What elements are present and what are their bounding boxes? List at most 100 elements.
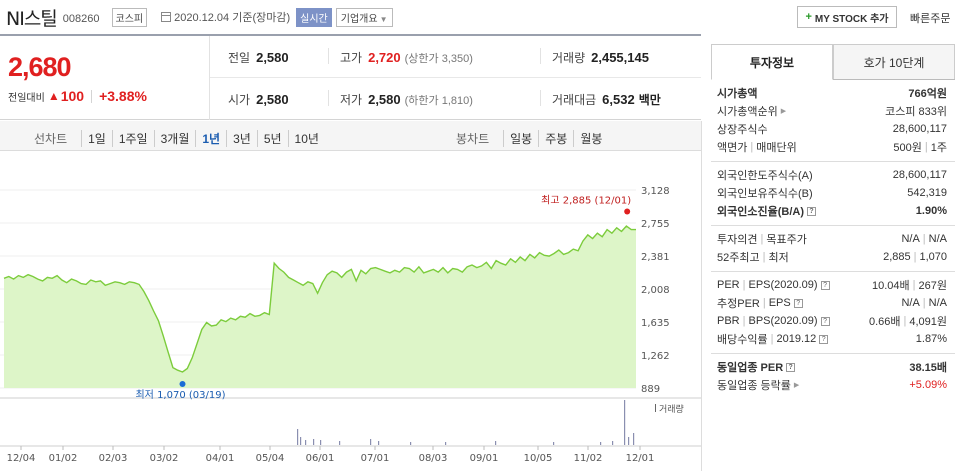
tab-daily[interactable]: 일봉: [503, 130, 538, 147]
change-value: 100: [60, 88, 85, 104]
summary-grid: 전일 2,580 고가 2,720 (상한가 3,350) 거래량 2,455,…: [210, 36, 701, 120]
x-tick-label: 04/01: [206, 453, 235, 464]
prev-close-value: 2,580: [256, 50, 289, 65]
x-tick-label: 02/03: [99, 453, 128, 464]
chevron-down-icon: ▼: [379, 14, 388, 24]
volume-bar: [410, 442, 412, 445]
unit-label: 매매단위: [756, 142, 797, 154]
line-chart-title: 선차트: [34, 132, 68, 146]
price-chart: 3,128 2,755 2,381 2,008 1,635 1,262 889 12/04 0…: [0, 152, 701, 471]
volume-bar: [445, 442, 447, 445]
row-cap-rank: 시가총액순위 ▶ 코스피 833위: [711, 102, 955, 120]
cell-divider: [540, 48, 541, 64]
realtime-button[interactable]: 실시간: [296, 7, 332, 27]
row-shares: 상장주식수 28,600,117: [711, 120, 955, 138]
foreign-limit-label: 외국인한도주식수(A): [717, 170, 813, 182]
change-label: 전일대비: [8, 92, 45, 104]
volume-bar: [339, 441, 341, 445]
current-price: 2,680: [8, 52, 72, 82]
week52-low-label: 최저: [768, 252, 789, 264]
cap-rank-value: 코스피 833위: [885, 106, 947, 118]
high-marker: [624, 208, 631, 215]
volume-bar: [600, 442, 602, 445]
open-label: 시가: [228, 93, 251, 107]
section-sector: 동일업종 PER? 38.15배 동일업종 등락률 ▶ +5.09%: [711, 354, 955, 399]
change-row: 전일대비 ▲ 100 +3.88%: [8, 88, 147, 104]
cell-divider: [328, 90, 329, 106]
row-foreign-hold: 외국인보유주식수(B) 542,319: [711, 184, 955, 202]
volume-bar: [633, 433, 635, 445]
add-mystock-label: MY STOCK 추가: [814, 13, 889, 25]
x-tick-label: 07/01: [361, 453, 390, 464]
volume-bar: [300, 437, 302, 445]
tab-1day[interactable]: 1일: [81, 130, 112, 147]
chart-right-border: [701, 121, 702, 471]
tab-3year[interactable]: 3년: [226, 130, 257, 147]
volume-cell: 거래량 2,455,145: [552, 49, 649, 66]
tab-1week[interactable]: 1주일: [111, 130, 154, 147]
date-info: 2020.12.04 기준(장마감): [161, 9, 290, 25]
volume-label: 거래량: [552, 51, 586, 65]
amount-value: 6,532: [602, 92, 635, 107]
volume-value: 2,455,145: [591, 50, 649, 65]
section-valuation: PER | EPS(2020.09)? 10.04배 | 267원 추정PER | EPS?…: [711, 272, 955, 354]
market-badge: 코스피: [111, 7, 148, 27]
tab-3month[interactable]: 3개월: [153, 130, 196, 147]
per-label: PER: [717, 279, 740, 291]
row-per-eps: PER | EPS(2020.09)? 10.04배 | 267원: [717, 279, 947, 292]
eps-value: 267원: [918, 280, 947, 292]
tab-5year[interactable]: 5년: [256, 130, 288, 147]
high-value: 2,720: [368, 50, 401, 65]
target-value: N/A: [928, 233, 947, 245]
y-tick-label: 2,755: [641, 219, 670, 230]
x-tick-label: 10/05: [524, 453, 553, 464]
week52-high-value: 2,885: [883, 251, 911, 263]
volume-legend: 거래량: [659, 403, 684, 415]
market-cap-label: 시가총액: [717, 88, 758, 100]
est-eps-value: N/A: [928, 297, 947, 309]
foreign-rate-label: 외국인소진율(B/A): [717, 206, 804, 218]
row-52week: 52주최고 | 최저 2,885 | 1,070: [717, 251, 947, 264]
x-tick-label: 12/01: [626, 453, 655, 464]
row-sector-per: 동일업종 PER? 38.15배: [711, 358, 955, 376]
chart-tabs: 선차트 1일 1주일 3개월 1년 3년 5년 10년 봉차트 일봉 주봉 월봉: [0, 121, 701, 151]
tab-monthly[interactable]: 월봉: [573, 130, 608, 147]
row-par-unit: 액면가 | 매매단위 500원 | 1주: [717, 141, 947, 154]
bps-label: BPS(2020.09): [748, 315, 818, 327]
help-icon[interactable]: ?: [807, 206, 816, 216]
section-market-cap: 시가총액 766억원 시가총액순위 ▶ 코스피 833위 상장주식수 28,600…: [711, 80, 955, 162]
header-divider: [0, 34, 701, 36]
quick-order-link[interactable]: 빠른주문: [910, 13, 951, 25]
y-tick-label: 889: [641, 384, 660, 395]
volume-bar: [313, 439, 315, 445]
help-icon[interactable]: ?: [793, 298, 803, 308]
pbr-value: 0.66배: [868, 316, 901, 328]
week52-high-label: 52주최고: [717, 252, 760, 264]
volume-bar: [624, 400, 626, 445]
volume-bar: [305, 440, 307, 445]
low-cell: 저가 2,580 (하한가 1,810): [340, 91, 473, 108]
help-icon[interactable]: ?: [820, 316, 830, 326]
tab-1year[interactable]: 1년: [195, 130, 226, 147]
cell-divider: [540, 90, 541, 106]
help-icon[interactable]: ?: [820, 280, 830, 290]
tab-orderbook[interactable]: 호가 10단계: [833, 44, 955, 79]
tab-weekly[interactable]: 주봉: [538, 130, 573, 147]
row-pbr-bps: PBR | BPS(2020.09)? 0.66배 | 4,091원: [717, 315, 947, 328]
price-summary: 2,680 전일대비 ▲ 100 +3.88% 전일 2,580 고가 2,72…: [0, 36, 701, 120]
tab-10year[interactable]: 10년: [287, 130, 325, 147]
amount-unit: 백만: [638, 93, 661, 107]
lower-limit: (하한가 1,810): [404, 95, 473, 107]
help-icon[interactable]: ?: [819, 334, 829, 344]
help-icon[interactable]: ?: [786, 362, 796, 372]
row-foreign-limit: 외국인한도주식수(A) 28,600,117: [711, 166, 955, 184]
tab-invest-info[interactable]: 투자정보: [711, 44, 833, 80]
company-overview-dropdown[interactable]: 기업개요 ▼: [335, 7, 393, 27]
volume-bar: [370, 439, 372, 445]
add-mystock-button[interactable]: + MY STOCK 추가: [797, 6, 897, 28]
x-tick-label: 09/01: [470, 453, 499, 464]
est-per-label: 추정PER: [717, 298, 760, 310]
volume-bar: [628, 437, 630, 445]
right-panel-tabs: 투자정보 호가 10단계: [711, 44, 955, 80]
est-per-value: N/A: [901, 297, 920, 309]
